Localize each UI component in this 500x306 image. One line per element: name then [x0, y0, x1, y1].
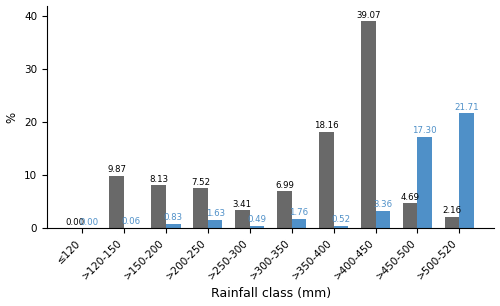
Bar — [418, 136, 432, 228]
Bar — [444, 217, 460, 228]
Text: 9.87: 9.87 — [107, 165, 126, 174]
Text: 17.30: 17.30 — [412, 126, 437, 135]
Text: 1.76: 1.76 — [290, 208, 308, 217]
Text: 0.49: 0.49 — [248, 215, 266, 224]
Text: 39.07: 39.07 — [356, 10, 380, 20]
Text: 2.16: 2.16 — [442, 206, 462, 215]
Text: 3.41: 3.41 — [233, 200, 252, 209]
Text: 7.52: 7.52 — [191, 178, 210, 187]
Text: 4.69: 4.69 — [400, 193, 419, 202]
Text: 0.06: 0.06 — [122, 218, 141, 226]
Y-axis label: %: % — [6, 111, 18, 122]
Bar — [151, 185, 166, 228]
Text: 8.13: 8.13 — [149, 175, 168, 184]
Bar — [166, 224, 180, 228]
Bar — [292, 219, 306, 228]
Bar — [208, 220, 222, 228]
Bar — [319, 132, 334, 228]
Bar — [277, 191, 291, 228]
Text: 0.00: 0.00 — [80, 218, 99, 227]
Text: 21.71: 21.71 — [454, 103, 479, 112]
Text: 3.36: 3.36 — [374, 200, 392, 209]
Bar — [334, 226, 348, 228]
Bar — [193, 188, 208, 228]
Text: 1.63: 1.63 — [206, 209, 225, 218]
Text: 0.00: 0.00 — [65, 218, 84, 227]
Text: 18.16: 18.16 — [314, 121, 338, 130]
Text: 0.52: 0.52 — [332, 215, 350, 224]
Bar — [361, 21, 376, 228]
Text: 6.99: 6.99 — [275, 181, 294, 190]
Text: 0.83: 0.83 — [164, 213, 183, 222]
Bar — [460, 113, 474, 228]
Bar — [250, 226, 264, 228]
X-axis label: Rainfall class (mm): Rainfall class (mm) — [210, 287, 331, 300]
Bar — [235, 210, 250, 228]
Bar — [109, 176, 124, 228]
Bar — [403, 203, 417, 228]
Bar — [376, 211, 390, 228]
